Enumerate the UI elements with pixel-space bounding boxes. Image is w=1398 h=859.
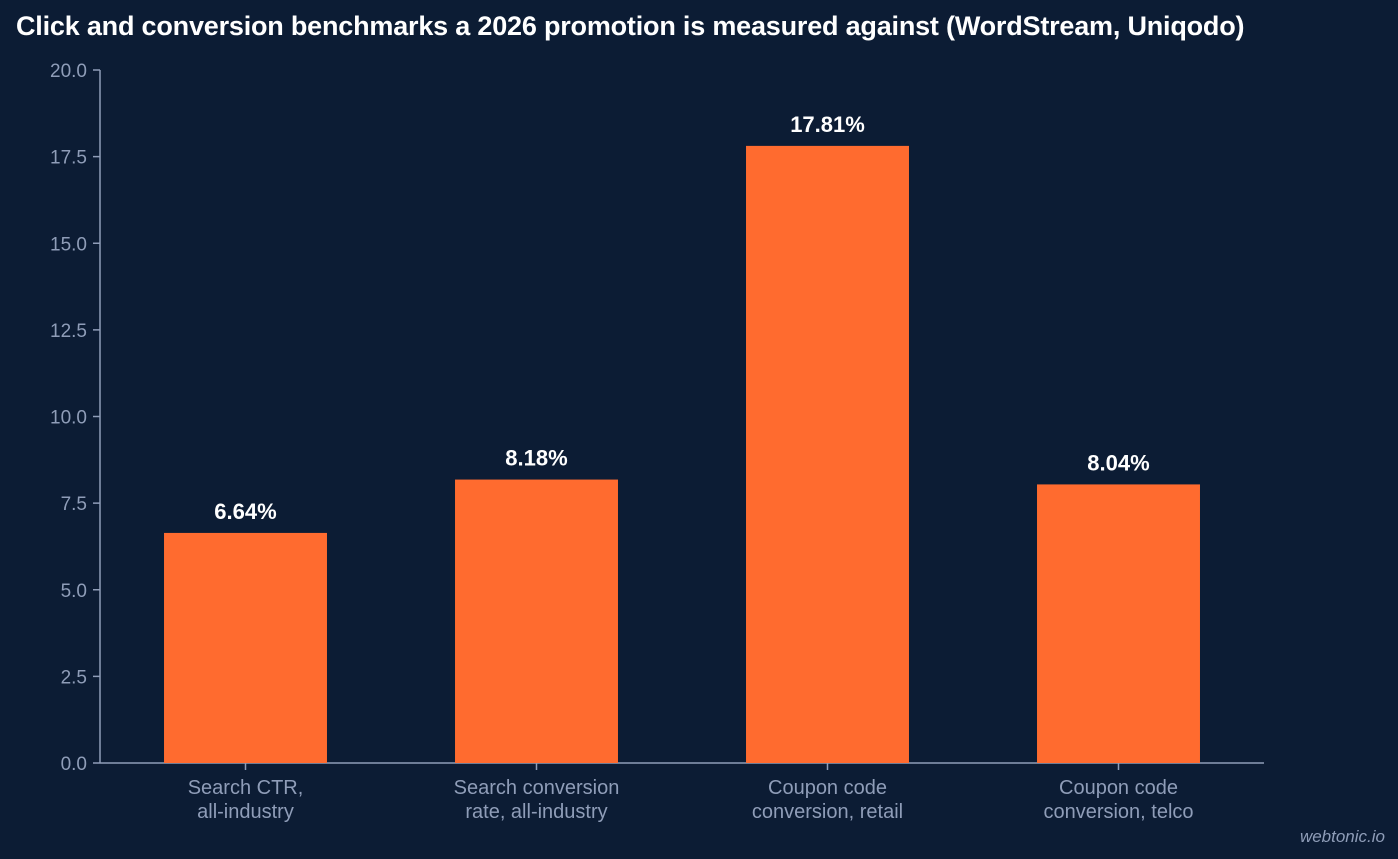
data-label: 6.64% [214, 499, 276, 524]
x-tick-label: all-industry [197, 801, 294, 823]
y-tick-label: 5.0 [61, 581, 87, 602]
y-axis: 0.0 2.5 5.0 7.5 10.0 12.5 15.0 17.5 20.0 [50, 61, 101, 775]
y-tick-label: 17.5 [50, 148, 87, 169]
data-labels: 6.64% 8.18% 17.81% 8.04% [214, 112, 1149, 524]
bar [455, 479, 618, 763]
x-tick-label: Search CTR, [188, 777, 304, 799]
chart-title: Click and conversion benchmarks a 2026 p… [16, 11, 1245, 41]
x-tick-label: Coupon code [768, 777, 887, 799]
data-label: 17.81% [790, 112, 865, 137]
watermark: webtonic.io [1299, 827, 1385, 846]
bars [164, 145, 1200, 764]
y-tick-label: 2.5 [61, 667, 87, 688]
x-tick-label: rate, all-industry [465, 801, 607, 823]
y-tick-label: 20.0 [50, 61, 87, 82]
x-axis [100, 762, 1264, 770]
category-labels: Search CTR,all-industry Search conversion… [188, 777, 1194, 823]
bar [164, 532, 327, 763]
y-tick-label: 0.0 [61, 754, 87, 775]
x-tick-label: conversion, telco [1043, 801, 1193, 823]
y-tick-label: 12.5 [50, 321, 87, 342]
bar [1037, 484, 1200, 763]
x-tick-label: conversion, retail [752, 801, 903, 823]
bar [746, 145, 909, 764]
x-tick-label: Search conversion [454, 777, 620, 799]
x-tick-label: Coupon code [1059, 777, 1178, 799]
y-tick-label: 7.5 [61, 494, 87, 515]
data-label: 8.18% [505, 446, 567, 471]
y-tick-label: 10.0 [50, 408, 87, 429]
y-tick-label: 15.0 [50, 234, 87, 255]
data-label: 8.04% [1087, 450, 1149, 475]
